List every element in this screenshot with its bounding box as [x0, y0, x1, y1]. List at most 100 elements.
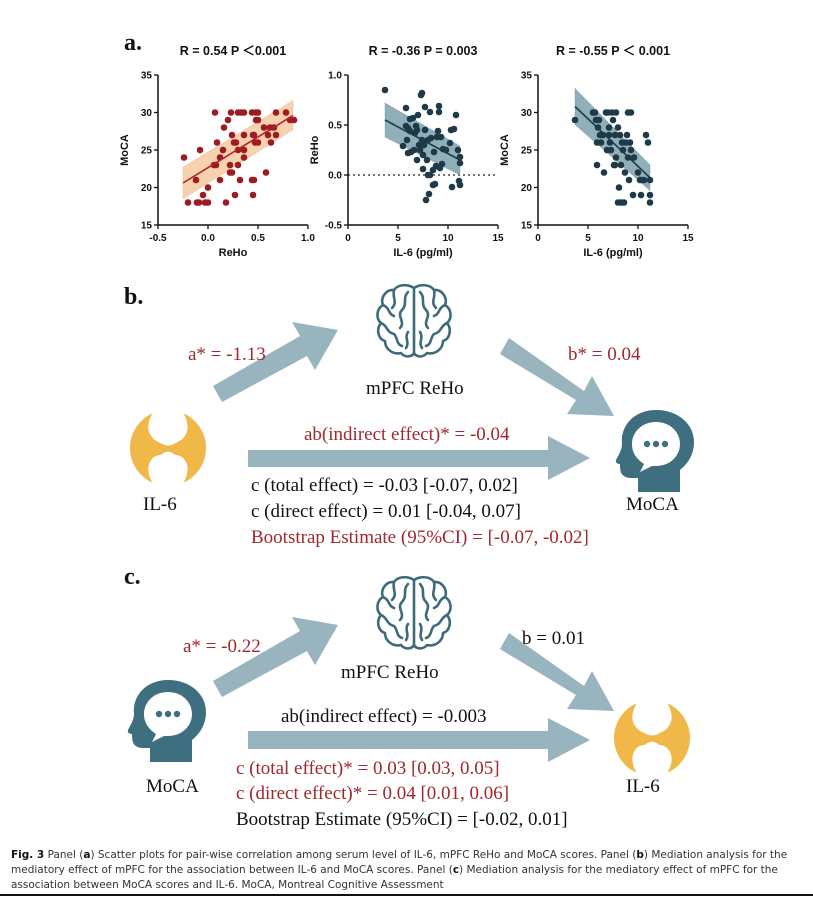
- data-point: [403, 136, 411, 144]
- data-point: [249, 191, 257, 199]
- b-outcome-label: MoCA: [626, 494, 679, 515]
- data-point: [231, 191, 239, 199]
- data-point: [415, 141, 423, 149]
- y-tick-label: 0.0: [328, 171, 342, 182]
- c-indirect-label: ab(indirect effect) = -0.003: [281, 706, 487, 727]
- scatter-il6-moca-svg: R = -0.55 P ＜ 0.001 0 5 10 15 15 20 25 30 35 IL-6 …: [499, 44, 694, 259]
- data-point: [623, 131, 631, 139]
- data-point: [211, 109, 219, 116]
- data-point: [426, 108, 434, 116]
- data-point: [448, 183, 456, 191]
- data-point: [450, 125, 458, 133]
- data-point: [416, 146, 424, 154]
- b-total-effect: c (total effect) = -0.03 [-0.07, 0.02]: [251, 475, 518, 496]
- data-point: [434, 127, 442, 135]
- data-point: [626, 139, 634, 146]
- panel-label-b: b.: [124, 284, 144, 310]
- data-point: [418, 89, 426, 97]
- data-point: [616, 131, 624, 139]
- caption-ref-b: b: [636, 849, 644, 861]
- caption-text-1: Panel (: [44, 849, 84, 861]
- data-point: [240, 154, 248, 161]
- data-point: [646, 191, 654, 199]
- head-icon-b: [615, 410, 694, 492]
- data-point: [282, 109, 290, 116]
- data-point: [430, 148, 438, 156]
- panel-label-c: c.: [124, 564, 141, 590]
- data-point: [612, 109, 620, 116]
- data-point: [381, 86, 389, 94]
- c-predictor-label: MoCA: [146, 776, 199, 797]
- data-point: [431, 180, 439, 188]
- data-point: [426, 171, 434, 179]
- data-point: [195, 199, 203, 206]
- data-point: [611, 161, 619, 169]
- arrow-c-b-path: [500, 633, 614, 711]
- data-point: [414, 111, 422, 119]
- c-bootstrap: Bootstrap Estimate (95%CI) = [-0.02, 0.0…: [236, 809, 568, 830]
- data-point: [646, 176, 654, 184]
- y-axis-label: MoCA: [119, 134, 131, 166]
- c-total-effect: c (total effect)* = 0.03 [0.03, 0.05]: [236, 758, 500, 779]
- y-tick-label: 15: [141, 221, 153, 232]
- data-point: [254, 109, 262, 116]
- x-tick-label: 0.5: [251, 233, 265, 244]
- b-bootstrap: Bootstrap Estimate (95%CI) = [-0.07, -0.…: [251, 527, 589, 548]
- arrow-b-c-path: [248, 436, 590, 480]
- data-point: [409, 114, 417, 122]
- data-point: [254, 116, 262, 124]
- caption-text-3: ) Mediation analysis for the mediatory e…: [11, 849, 788, 876]
- figure-caption: Fig. 3 Panel (a) Scatter plots for pair-…: [11, 848, 801, 893]
- data-point: [437, 133, 445, 141]
- data-point: [228, 131, 236, 139]
- joint-icon-b: [130, 410, 206, 486]
- data-point: [456, 159, 464, 167]
- chart-title: R = -0.36 P = 0.003: [369, 44, 478, 58]
- b-predictor-label: IL-6: [143, 494, 177, 515]
- x-axis-label: IL-6 (pg/ml): [393, 247, 453, 259]
- x-tick-label: 1.0: [301, 233, 315, 244]
- data-point: [196, 146, 204, 154]
- caption-ref-a: a: [83, 849, 91, 861]
- y-tick-label: 0.5: [328, 121, 342, 132]
- data-point: [627, 109, 635, 116]
- data-point: [593, 161, 601, 169]
- b-mediator-label: mPFC ReHo: [366, 378, 464, 399]
- data-point: [419, 165, 427, 173]
- data-point: [227, 109, 235, 116]
- x-tick-label: 0: [345, 233, 351, 244]
- data-point: [619, 146, 627, 154]
- x-tick-label: 10: [442, 233, 454, 244]
- c-b-path-label: b = 0.01: [522, 628, 585, 649]
- data-point: [250, 131, 258, 139]
- data-point: [234, 161, 242, 169]
- data-point: [620, 199, 628, 206]
- data-point: [607, 146, 615, 154]
- y-tick-label: 25: [141, 146, 153, 157]
- scatter-il6-moca: R = -0.55 P ＜ 0.001 0 5 10 15 15 20 25 30 35 IL-6 …: [490, 40, 700, 275]
- data-point: [240, 146, 248, 154]
- data-point: [272, 131, 280, 139]
- data-point: [615, 184, 623, 191]
- data-point: [421, 126, 429, 134]
- y-tick-label: 30: [141, 108, 153, 119]
- x-tick-label: 5: [585, 233, 591, 244]
- data-point: [454, 146, 462, 154]
- data-point: [204, 184, 212, 191]
- data-point: [644, 139, 652, 146]
- arrow-c-a-path: [213, 617, 338, 697]
- data-point: [642, 131, 650, 139]
- data-point: [213, 139, 221, 146]
- data-point: [267, 139, 275, 146]
- data-point: [419, 151, 427, 159]
- data-point: [199, 191, 207, 199]
- x-axis-label: ReHo: [219, 247, 248, 259]
- data-point: [413, 126, 421, 134]
- b-indirect-label: ab(indirect effect)* = -0.04: [304, 424, 510, 445]
- x-axis-label: IL-6 (pg/ml): [583, 247, 643, 259]
- data-point: [605, 124, 613, 131]
- data-point: [571, 116, 579, 124]
- data-point: [599, 131, 607, 139]
- y-tick-label: 20: [521, 183, 533, 194]
